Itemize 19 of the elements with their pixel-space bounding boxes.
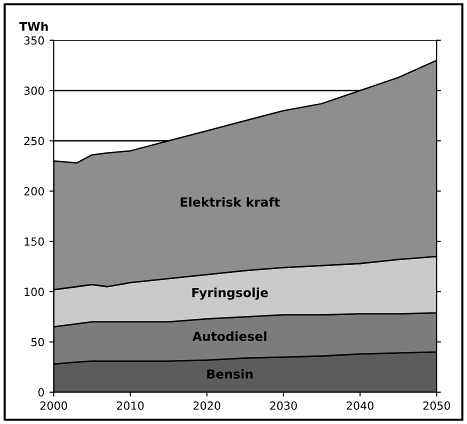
- series-label: Fyringsolje: [192, 288, 268, 300]
- y-tick-label: 350: [24, 36, 44, 45]
- y-tick-label: 100: [24, 288, 44, 296]
- y-axis-title: TWh: [19, 22, 48, 31]
- y-tick-label: 50: [31, 338, 44, 346]
- x-tick-label: 2000: [40, 401, 68, 410]
- y-tick-label: 0: [38, 388, 44, 397]
- y-tick-label: 250: [24, 136, 44, 146]
- x-tick-label: 2030: [270, 401, 297, 410]
- series-label: Bensin: [207, 369, 253, 379]
- series-label: Autodiesel: [192, 331, 266, 342]
- x-tick-label: 2040: [346, 401, 374, 410]
- x-tick-label: 2010: [116, 401, 144, 410]
- x-tick-label: 2020: [194, 401, 220, 410]
- y-tick-label: 150: [24, 237, 44, 246]
- y-tick-label: 300: [24, 86, 44, 95]
- series-label: Elektrisk kraft: [180, 197, 280, 207]
- y-tick-label: 200: [24, 187, 44, 196]
- x-tick-label: 2050: [423, 401, 450, 410]
